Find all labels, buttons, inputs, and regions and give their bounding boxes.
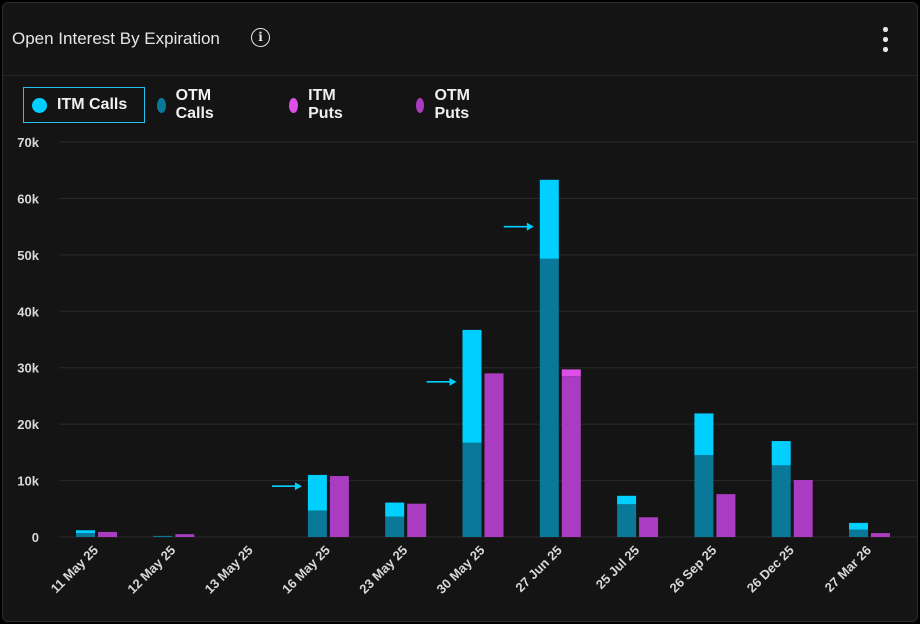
bar-otm-calls xyxy=(385,516,405,537)
bar-itm-calls xyxy=(617,495,637,505)
bar-itm-calls xyxy=(462,329,482,443)
legend-otm-calls[interactable]: OTM Calls xyxy=(157,87,220,123)
bar-otm-puts xyxy=(407,503,427,537)
bar-otm-puts xyxy=(98,531,117,537)
x-tick-label: 26 Dec 25 xyxy=(744,543,797,596)
x-tick-label: 30 May 25 xyxy=(434,543,488,597)
bar-otm-calls xyxy=(771,465,791,537)
bar-otm-calls xyxy=(153,535,173,537)
x-tick-label: 23 May 25 xyxy=(356,543,410,597)
bar-otm-calls xyxy=(307,510,327,537)
bar-otm-calls xyxy=(849,529,868,537)
bar-itm-calls xyxy=(76,530,95,534)
annotation-arrow-icon xyxy=(294,482,302,491)
legend-dot-icon xyxy=(157,97,166,113)
x-tick-label: 13 May 25 xyxy=(202,543,256,597)
y-tick-label: 10k xyxy=(17,474,39,489)
bar-itm-calls xyxy=(385,502,405,517)
legend-label: OTM Calls xyxy=(175,87,214,122)
bar-otm-puts xyxy=(716,494,736,537)
x-tick-label: 25 Jul 25 xyxy=(593,543,642,592)
bar-otm-calls xyxy=(694,455,714,537)
y-tick-label: 70k xyxy=(17,135,39,150)
bar-otm-puts xyxy=(484,373,504,537)
y-tick-label: 30k xyxy=(17,361,39,376)
bar-itm-calls xyxy=(694,413,714,456)
y-tick-label: 60k xyxy=(17,191,39,206)
legend-otm-puts[interactable]: OTM Puts xyxy=(416,87,477,123)
bar-otm-calls xyxy=(539,258,559,537)
more-vertical-icon[interactable] xyxy=(877,27,893,53)
legend-label: OTM Puts xyxy=(434,87,470,122)
info-icon[interactable]: i xyxy=(251,28,270,47)
x-tick-label: 27 Mar 26 xyxy=(822,543,875,596)
y-tick-label: 20k xyxy=(17,417,39,432)
bar-otm-puts xyxy=(793,480,813,537)
bar-itm-puts xyxy=(561,369,581,377)
bar-itm-calls xyxy=(849,522,868,530)
legend-dot-icon xyxy=(289,97,299,113)
panel-title: Open Interest By Expiration xyxy=(12,29,220,48)
x-tick-label: 26 Sep 25 xyxy=(666,543,719,596)
y-tick-label: 0 xyxy=(32,530,39,545)
x-tick-label: 27 Jun 25 xyxy=(512,543,565,596)
legend-dot-icon xyxy=(416,97,425,113)
bar-chart: 0 10k 20k 30k 40k 50k 60k 70k 11 May 25 12 May 25… xyxy=(17,135,917,597)
legend-itm-calls[interactable]: ITM Calls xyxy=(23,87,145,123)
y-tick-label: 40k xyxy=(17,304,39,319)
legend-label: ITM Calls xyxy=(57,96,128,113)
bar-otm-puts xyxy=(871,533,890,537)
bar-otm-calls xyxy=(76,533,95,537)
bar-itm-calls xyxy=(539,179,559,259)
bar-otm-calls xyxy=(462,442,482,537)
legend-dot-icon xyxy=(32,97,47,113)
x-tick-label: 16 May 25 xyxy=(279,543,333,597)
bar-itm-calls xyxy=(771,441,791,466)
legend-label: ITM Puts xyxy=(308,87,343,122)
legend-itm-puts[interactable]: ITM Puts xyxy=(289,87,349,123)
bar-otm-calls xyxy=(617,504,637,537)
y-tick-label: 50k xyxy=(17,248,39,263)
annotation-arrow-icon xyxy=(449,377,457,386)
bar-otm-puts xyxy=(639,517,659,537)
bar-otm-puts xyxy=(329,476,349,537)
x-tick-label: 11 May 25 xyxy=(48,543,102,597)
bar-itm-calls xyxy=(307,474,327,511)
x-tick-label: 12 May 25 xyxy=(124,543,178,597)
annotation-arrow-icon xyxy=(526,222,534,231)
bar-otm-puts xyxy=(561,376,581,537)
bar-otm-puts xyxy=(175,534,195,537)
panel-header: Open Interest By Expiration i xyxy=(3,3,917,76)
